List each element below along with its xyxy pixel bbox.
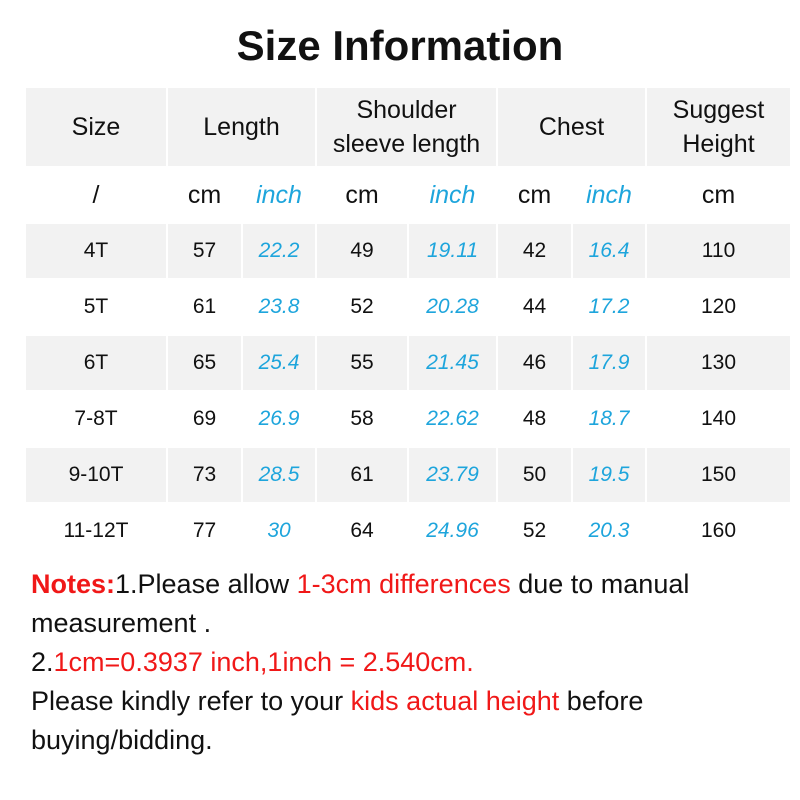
data-cell: 24.96 <box>426 519 479 542</box>
size-table: Size Length Shoulder sleeve length Chest Sugg… <box>24 86 792 560</box>
data-cell: 5T <box>83 295 109 318</box>
data-cell: 26.9 <box>258 407 300 430</box>
unit-cell: inch <box>256 180 302 209</box>
data-cell: 30 <box>267 519 291 542</box>
note-line: buying/bidding. <box>31 721 689 760</box>
unit-cell: cm <box>345 180 379 209</box>
data-cell: 44 <box>522 295 547 318</box>
data-cell: 140 <box>700 407 737 430</box>
note-line: 2.1cm=0.3937 inch,1inch = 2.540cm. <box>31 643 689 682</box>
data-cell: 52 <box>522 519 547 542</box>
unit-cell: cm <box>187 180 222 209</box>
header-cell: Size <box>26 88 166 166</box>
data-cell: 160 <box>700 519 737 542</box>
data-cell: 19.5 <box>573 448 646 502</box>
data-cell: 69 <box>192 407 217 430</box>
data-cell: 64 <box>350 519 374 542</box>
units-row: / cm inch cm inch cm inch cm <box>26 168 790 222</box>
title: Size Information <box>236 22 564 69</box>
data-cell: 23.8 <box>258 295 300 318</box>
data-cell: 20.3 <box>588 519 630 542</box>
data-cell: 9-10T <box>26 448 166 502</box>
notes-label: Notes: <box>31 569 116 599</box>
notes: Notes:1.Please allow 1-3cm differences d… <box>31 565 689 760</box>
data-cell: 23.79 <box>409 448 497 502</box>
note-text: 2. <box>31 647 54 677</box>
header-text: Shoulder <box>356 96 457 124</box>
note-line: Please kindly refer to your kids actual … <box>31 682 689 721</box>
note-text: Please kindly refer to your <box>31 686 351 716</box>
data-cell: 17.2 <box>588 295 630 318</box>
note-highlight: 1cm=0.3937 inch,1inch = 2.540cm. <box>53 647 474 677</box>
data-cell: 77 <box>192 519 217 542</box>
header-text: Suggest <box>672 96 765 124</box>
data-row: 5T 61 23.8 52 20.28 44 17.2 120 <box>26 280 790 334</box>
data-cell: 21.45 <box>409 336 497 390</box>
header-text: Size <box>71 113 121 141</box>
note-text: measurement . <box>31 608 212 638</box>
data-cell: 57 <box>168 224 241 278</box>
data-cell: 48 <box>522 407 547 430</box>
note-highlight: kids actual height <box>350 686 560 716</box>
data-cell: 52 <box>350 295 374 318</box>
data-cell: 17.9 <box>573 336 646 390</box>
data-row: 4T 57 22.2 49 19.11 42 16.4 110 <box>26 224 791 278</box>
note-text: 1.Please allow <box>115 569 297 599</box>
data-cell: 19.11 <box>409 224 497 278</box>
note-text: before <box>559 686 644 716</box>
unit-cell: cm <box>701 180 736 209</box>
header-text: sleeve length <box>332 130 481 158</box>
data-cell: 28.5 <box>243 448 315 502</box>
note-line: measurement . <box>31 604 689 643</box>
data-cell: 50 <box>498 448 572 502</box>
header-row: Size Length Shoulder sleeve length Chest Sugg… <box>26 88 791 166</box>
data-row: 7-8T 69 26.9 58 22.62 48 18.7 140 <box>26 392 790 446</box>
data-cell: 4T <box>26 224 166 278</box>
data-cell: 110 <box>647 224 791 278</box>
data-cell: 120 <box>700 295 737 318</box>
note-text: due to manual <box>510 569 690 599</box>
data-cell: 20.28 <box>426 295 479 318</box>
data-cell: 46 <box>498 336 572 390</box>
data-cell: 150 <box>647 448 791 502</box>
data-cell: 42 <box>498 224 572 278</box>
header-text: Height <box>682 130 755 158</box>
note-line: Notes:1.Please allow 1-3cm differences d… <box>31 565 689 604</box>
header-text: Length <box>203 113 280 141</box>
unit-cell: cm <box>517 180 552 209</box>
data-row: 6T 65 25.4 55 21.45 46 17.9 130 <box>26 336 791 390</box>
data-cell: 7-8T <box>74 407 118 430</box>
data-cell: 58 <box>350 407 374 430</box>
header-text: Chest <box>538 113 605 141</box>
data-cell: 22.62 <box>426 407 479 430</box>
data-row: 11-12T 77 30 64 24.96 52 20.3 160 <box>26 504 790 558</box>
data-cell: 16.4 <box>573 224 646 278</box>
header-cell: Shoulder sleeve length <box>317 88 497 166</box>
data-cell: 55 <box>317 336 407 390</box>
unit-cell: inch <box>586 180 632 209</box>
unit-cell: inch <box>429 180 476 209</box>
unit-cell: / <box>92 180 100 209</box>
data-cell: 61 <box>317 448 407 502</box>
header-cell: Chest <box>498 88 646 166</box>
data-cell: 61 <box>192 295 217 318</box>
data-cell: 6T <box>26 336 166 390</box>
header-cell: Suggest Height <box>647 88 791 166</box>
data-cell: 65 <box>168 336 241 390</box>
data-cell: 25.4 <box>243 336 315 390</box>
data-row: 9-10T 73 28.5 61 23.79 50 19.5 150 <box>26 448 791 502</box>
data-cell: 49 <box>317 224 407 278</box>
note-text: buying/bidding. <box>31 725 213 755</box>
data-cell: 11-12T <box>63 519 129 542</box>
note-highlight: 1-3cm differences <box>296 569 511 599</box>
data-cell: 130 <box>647 336 791 390</box>
data-cell: 73 <box>168 448 241 502</box>
data-cell: 18.7 <box>588 407 630 430</box>
header-cell: Length <box>168 88 315 166</box>
data-cell: 22.2 <box>243 224 315 278</box>
